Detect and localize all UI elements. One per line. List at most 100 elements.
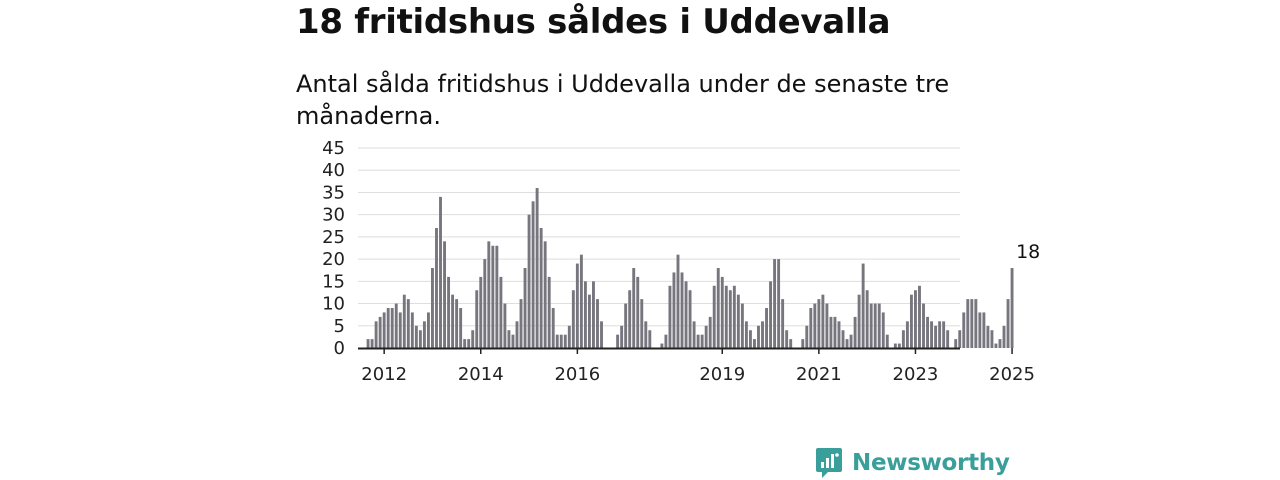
bar: [382, 312, 386, 348]
bar: [394, 303, 398, 348]
bar: [914, 290, 917, 348]
bar: [402, 294, 406, 348]
bar: [885, 334, 889, 348]
bar: [708, 316, 712, 348]
bar: [640, 299, 644, 348]
bar: [563, 334, 567, 348]
bar: [926, 316, 929, 348]
bar: [700, 334, 704, 348]
bar: [692, 321, 696, 348]
bar: [672, 272, 676, 348]
bar: [543, 241, 547, 348]
y-tick-label: 30: [322, 205, 345, 226]
y-tick-label: 10: [322, 294, 345, 315]
bar: [431, 268, 434, 348]
bar: [644, 321, 648, 348]
bar: [974, 299, 978, 348]
bar: [946, 330, 950, 348]
chart-subtitle: Antal sålda fritidshus i Uddevalla under…: [296, 70, 950, 130]
bar: [511, 334, 515, 348]
bar: [551, 308, 555, 348]
bar: [761, 321, 764, 348]
bar: [1010, 268, 1014, 348]
y-tick-label: 35: [322, 182, 345, 203]
bar: [773, 259, 777, 348]
bar: [523, 268, 527, 348]
bar: [455, 299, 459, 348]
bar: [587, 294, 591, 348]
bar: [616, 334, 620, 348]
bar: [680, 272, 684, 348]
bar: [740, 303, 744, 348]
bar: [479, 276, 483, 348]
bar: [475, 290, 479, 348]
y-tick-label: 40: [322, 160, 345, 181]
bar: [970, 299, 974, 348]
bar: [684, 281, 688, 348]
y-tick-label: 20: [322, 249, 345, 270]
bar: [704, 325, 708, 348]
bar: [487, 241, 491, 348]
bar: [958, 330, 962, 348]
bar: [905, 321, 909, 348]
bar: [467, 339, 471, 348]
y-tick-label: 5: [334, 316, 345, 337]
y-tick-label: 0: [334, 338, 345, 359]
bar: [583, 281, 587, 348]
bar: [845, 339, 849, 348]
x-tick-label: 2016: [554, 364, 600, 385]
brand[interactable]: Newsworthy: [815, 446, 1010, 480]
bar: [567, 325, 571, 348]
bar: [853, 316, 857, 348]
bar: [789, 339, 793, 348]
bar: [990, 330, 994, 348]
bar: [483, 259, 487, 348]
x-tick-label: 2023: [893, 364, 939, 385]
bar: [579, 254, 583, 348]
bar: [736, 294, 740, 348]
bar: [817, 299, 821, 348]
bar: [503, 303, 507, 348]
brand-name: Newsworthy: [852, 450, 1010, 476]
bar: [994, 343, 998, 348]
bar: [728, 290, 732, 348]
bar: [370, 339, 374, 348]
bar: [821, 294, 825, 348]
bar: [998, 339, 1002, 348]
bar: [897, 343, 901, 348]
bar: [849, 334, 853, 348]
bar: [398, 312, 402, 348]
bar: [781, 299, 785, 348]
bar: [559, 334, 563, 348]
bar: [720, 276, 724, 348]
newsworthy-logo-icon: [816, 448, 842, 478]
bar: [632, 268, 636, 348]
bar: [378, 316, 382, 348]
bar: [938, 321, 942, 348]
bar: [418, 330, 422, 348]
bar: [447, 276, 451, 348]
bar: [942, 321, 946, 348]
bar: [901, 330, 905, 348]
bar: [499, 276, 503, 348]
bar: [664, 334, 668, 348]
bar: [374, 321, 378, 348]
bar: [765, 308, 768, 348]
bar: [410, 312, 414, 348]
bar: [732, 285, 736, 348]
bar: [620, 325, 624, 348]
bar: [986, 325, 990, 348]
bar: [386, 308, 390, 348]
bar: [813, 303, 817, 348]
bar: [539, 228, 543, 348]
bar: [596, 299, 599, 348]
bar: [535, 188, 539, 348]
bar: [712, 285, 716, 348]
latest-value-label: 18: [1016, 241, 1040, 263]
bar: [390, 308, 394, 348]
bar: [1006, 299, 1010, 348]
bar: [954, 339, 958, 348]
bar: [716, 268, 720, 348]
bar: [471, 330, 475, 348]
chart-card: 18 fritidshus såldes i Uddevalla Antal s…: [296, 0, 976, 480]
